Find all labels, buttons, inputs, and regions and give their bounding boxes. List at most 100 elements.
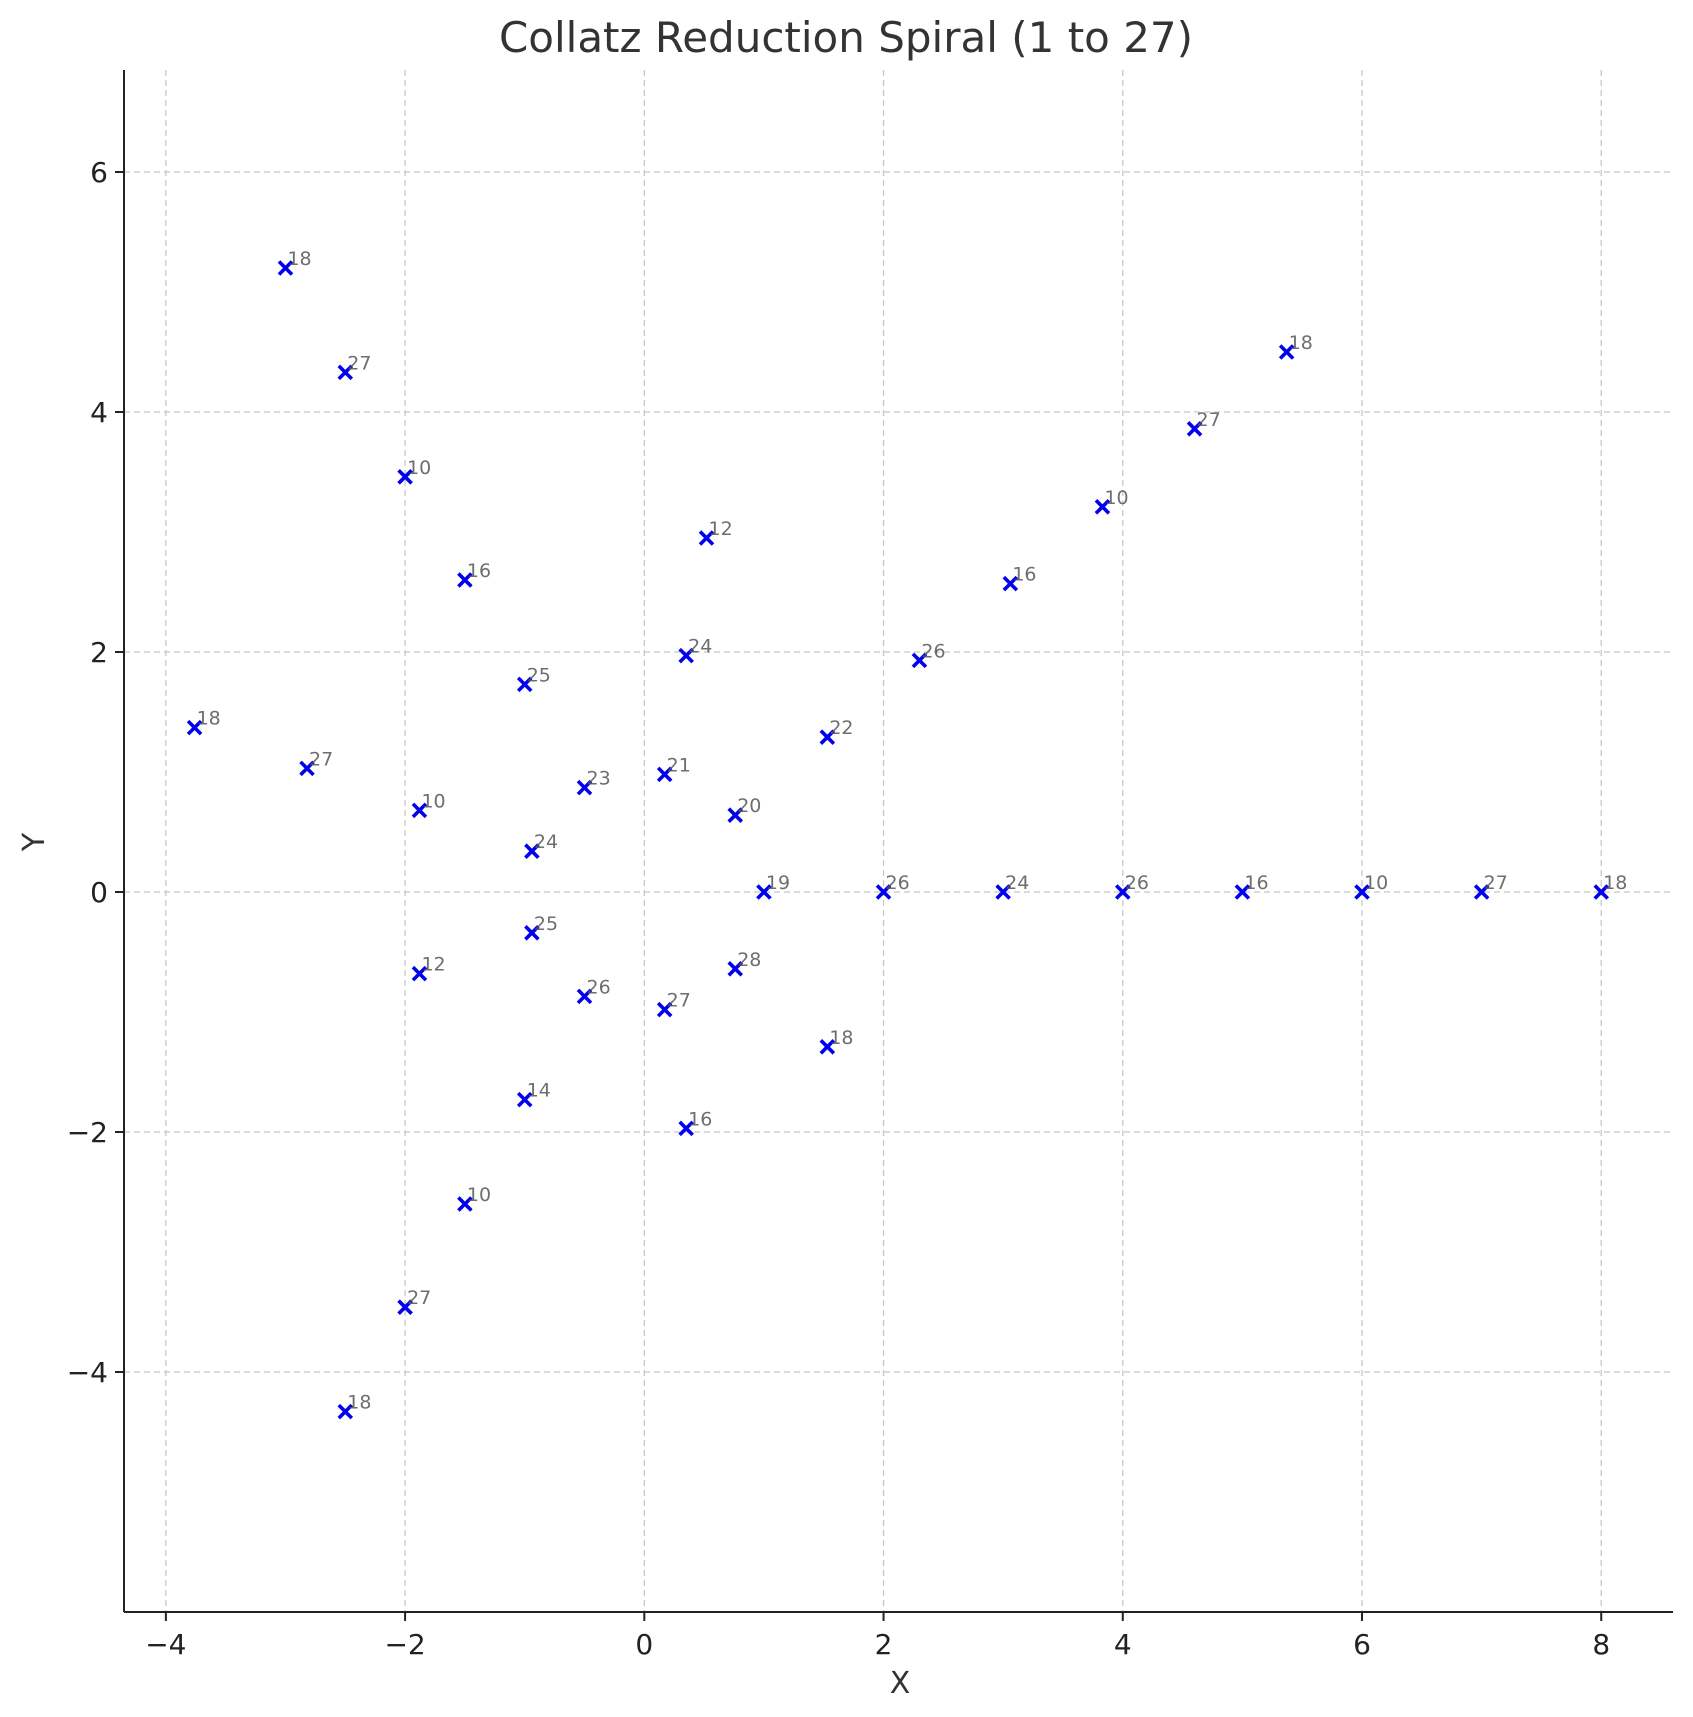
x-marker-stroke [727, 807, 743, 823]
x-marker-stroke [576, 779, 593, 796]
data-point: 27 [299, 748, 333, 777]
data-point: 26 [875, 872, 910, 900]
point-label: 18 [1603, 872, 1627, 894]
data-point: 25 [516, 664, 551, 693]
point-label: 27 [1197, 409, 1221, 431]
data-point: 20 [727, 795, 761, 823]
data-point: 22 [819, 717, 854, 745]
chart-title: Collatz Reduction Spiral (1 to 27) [499, 13, 1193, 62]
data-point: 12 [698, 518, 733, 546]
point-label: 27 [309, 748, 333, 770]
point-label: 24 [688, 636, 712, 658]
x-marker-stroke [875, 884, 892, 900]
x-tick-label: 4 [1114, 1628, 1132, 1661]
point-label: 23 [587, 768, 611, 790]
y-tick-label: −4 [67, 1356, 108, 1389]
point-label: 10 [1364, 872, 1388, 894]
point-label: 25 [534, 913, 558, 935]
data-point: 27 [337, 352, 371, 381]
x-marker-stroke [299, 760, 315, 777]
point-label: 10 [467, 1184, 491, 1206]
data-point: 27 [1186, 409, 1221, 437]
x-tick-label: −4 [145, 1628, 186, 1661]
data-point: 27 [397, 1287, 431, 1315]
x-marker-stroke [656, 1001, 673, 1018]
x-marker-stroke [457, 1196, 473, 1212]
point-label: 16 [688, 1108, 712, 1130]
point-label: 12 [421, 954, 445, 976]
data-point: 21 [656, 754, 691, 783]
x-marker-stroke [186, 719, 203, 736]
x-marker-stroke [397, 469, 413, 485]
data-point: 28 [727, 949, 761, 977]
x-marker-stroke [1094, 499, 1111, 515]
data-point: 14 [516, 1080, 551, 1108]
x-tick-label: 0 [635, 1628, 653, 1661]
point-label: 24 [534, 831, 558, 853]
x-marker-stroke [524, 843, 540, 859]
x-marker-stroke [576, 988, 593, 1005]
point-label: 26 [1125, 872, 1149, 894]
grid-layer [124, 70, 1673, 1612]
x-tick-label: 6 [1353, 1628, 1371, 1661]
x-marker-stroke [1473, 884, 1490, 900]
data-point: 18 [186, 708, 221, 736]
data-point: 18 [337, 1392, 371, 1420]
x-marker-stroke [1234, 884, 1251, 900]
x-marker-stroke [337, 364, 354, 381]
x-marker-stroke [1002, 575, 1019, 592]
x-marker-stroke [1115, 884, 1131, 900]
data-point: 26 [576, 976, 611, 1005]
data-point: 18 [277, 248, 312, 276]
x-axis-label: X [890, 1666, 911, 1701]
x-marker-stroke [1354, 884, 1370, 900]
point-label: 18 [347, 1392, 371, 1414]
data-point: 10 [397, 457, 431, 485]
x-tick-label: 8 [1592, 1628, 1610, 1661]
x-marker-stroke [819, 729, 836, 745]
point-label: 20 [737, 795, 761, 817]
point-label: 24 [1005, 872, 1029, 894]
y-tick-label: 4 [90, 396, 108, 429]
data-point: 10 [457, 1184, 491, 1212]
data-point: 16 [1234, 872, 1269, 900]
data-point: 18 [819, 1027, 854, 1055]
x-marker-stroke [516, 1091, 533, 1108]
x-marker-stroke [911, 652, 928, 669]
x-marker-stroke [678, 647, 694, 664]
data-point: 26 [911, 640, 946, 669]
point-label: 28 [737, 949, 761, 971]
point-label: 16 [1244, 872, 1268, 894]
y-tick-label: 2 [90, 636, 108, 669]
data-point: 25 [524, 913, 558, 941]
data-point: 26 [1115, 872, 1149, 900]
point-label: 27 [667, 990, 691, 1012]
y-axis-label: Y [17, 832, 52, 852]
point-label: 14 [527, 1080, 551, 1102]
x-marker-stroke [1278, 344, 1295, 360]
data-point: 10 [1354, 872, 1388, 900]
point-label: 16 [467, 560, 491, 582]
x-tick-label: −2 [384, 1628, 425, 1661]
axes-spines [123, 70, 1673, 1613]
point-label: 10 [1104, 487, 1128, 509]
point-label: 18 [287, 248, 311, 270]
point-label: 18 [829, 1027, 853, 1049]
point-label: 18 [197, 708, 221, 730]
x-marker-stroke [727, 961, 743, 977]
data-point: 18 [1593, 872, 1627, 900]
point-label: 10 [407, 457, 431, 479]
x-marker-stroke [457, 572, 473, 588]
x-marker-stroke [411, 802, 428, 819]
point-label: 22 [829, 717, 853, 739]
data-point: 19 [756, 872, 790, 900]
data-point: 24 [524, 831, 558, 859]
x-marker-stroke [397, 1299, 413, 1315]
x-marker-stroke [411, 965, 428, 982]
data-point: 24 [678, 636, 712, 664]
point-label: 19 [766, 872, 790, 894]
x-marker-stroke [1593, 884, 1610, 900]
data-point: 23 [576, 768, 611, 796]
